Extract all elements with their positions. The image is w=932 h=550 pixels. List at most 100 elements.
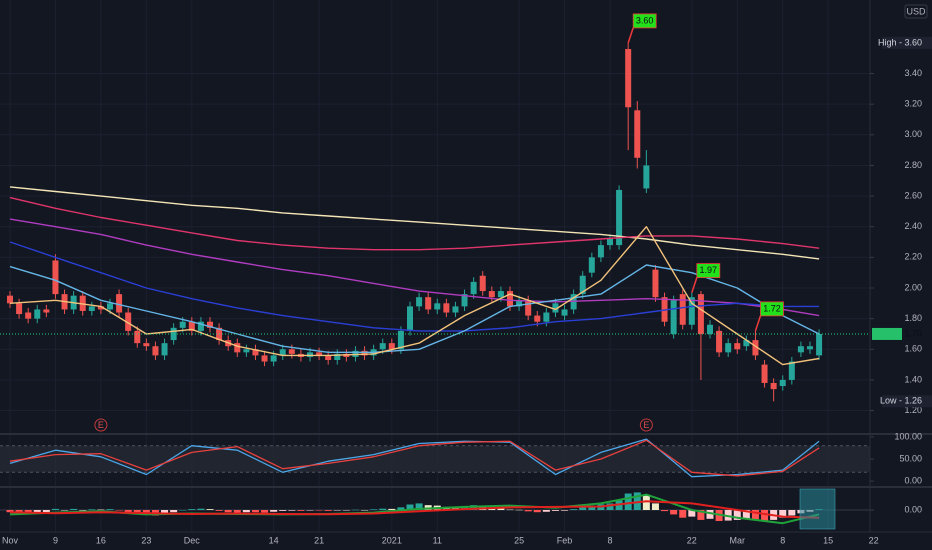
candle-body (534, 315, 541, 322)
histogram-bar (742, 510, 750, 519)
candle-body (779, 379, 786, 387)
histogram-bar (542, 510, 550, 512)
indicator-line (9, 218, 820, 317)
event-label: E (98, 420, 104, 430)
indicator-line (9, 264, 820, 353)
candle-body (725, 343, 732, 353)
histogram-bar (788, 510, 796, 516)
candle-body (707, 324, 713, 334)
y-tick-label: 2.00 (904, 282, 922, 292)
x-tick-label: 21 (314, 535, 324, 545)
candle-body (243, 349, 250, 353)
histogram-bar (579, 507, 587, 510)
histogram-bar (524, 510, 532, 512)
candle-body (507, 291, 513, 307)
candle-body (597, 245, 604, 258)
histogram-bar (561, 510, 569, 511)
candle-body (407, 306, 413, 331)
candle-body (161, 343, 168, 356)
y-tick-label: 50.00 (899, 453, 922, 463)
currency-label: USD (906, 6, 926, 16)
candle-body (670, 300, 677, 334)
candle-body (25, 312, 32, 319)
candle-body (34, 309, 41, 319)
histogram-bar (670, 510, 678, 515)
histogram-bar (270, 510, 278, 512)
histogram-bar (688, 510, 696, 517)
indicator-line (9, 186, 820, 260)
histogram-bar (588, 505, 596, 510)
indicator-line (9, 439, 820, 477)
y-tick-label: 2.40 (904, 221, 922, 231)
x-tick-label: Feb (557, 535, 573, 545)
candle-body (16, 303, 23, 315)
y-tick-label: 1.80 (904, 313, 922, 323)
histogram-bar (761, 510, 769, 521)
histogram-bar (188, 509, 196, 510)
histogram-bar (415, 503, 423, 510)
candle-body (270, 355, 277, 362)
y-tick-label: 0.00 (904, 504, 922, 514)
histogram-bar (570, 509, 578, 510)
candle-body (488, 291, 495, 298)
candle-body (616, 189, 623, 246)
histogram-bar (206, 509, 214, 510)
annotation-label: 3.60 (636, 15, 654, 25)
candle-body (679, 294, 686, 325)
price-marker-label: High - 3.60 (878, 37, 922, 47)
candle-body (170, 327, 177, 341)
candle-body (188, 321, 195, 331)
candle-body (116, 294, 123, 313)
histogram-bar (261, 510, 269, 513)
histogram-bar (342, 510, 350, 511)
candle-body (7, 295, 13, 304)
y-tick-label: 1.60 (904, 344, 922, 354)
y-tick-label: 2.80 (904, 160, 922, 170)
event-marker (639, 418, 653, 432)
histogram-bar (242, 510, 250, 513)
histogram-bar (161, 510, 169, 515)
x-tick-label: 23 (141, 535, 151, 545)
y-tick-label: 1.40 (904, 374, 922, 384)
histogram-bar (33, 510, 41, 514)
histogram-bar (288, 510, 296, 511)
histogram-bar (279, 510, 287, 511)
x-tick-label: Mar (730, 535, 746, 545)
y-tick-label: 2.60 (904, 190, 922, 200)
y-tick-label: 3.00 (904, 129, 922, 139)
event-marker (94, 418, 108, 432)
candle-body (816, 333, 823, 356)
histogram-bar (497, 507, 505, 510)
histogram-bar (51, 508, 59, 510)
candle-body (107, 303, 113, 310)
histogram-bar (551, 510, 559, 511)
candle-body (716, 330, 723, 353)
annotation-box (760, 301, 784, 317)
histogram-bar (779, 510, 787, 518)
candle-body (688, 297, 695, 325)
candle-body (416, 297, 423, 307)
x-tick-label: 15 (823, 535, 833, 545)
indicator-line (9, 438, 820, 478)
annotation-label: 1.97 (700, 265, 718, 275)
x-tick-label: 14 (269, 535, 279, 545)
histogram-bar (661, 510, 669, 512)
x-tick-label: 22 (869, 535, 879, 545)
candle-body (588, 257, 595, 273)
histogram-bar (361, 510, 369, 511)
histogram-bar (533, 510, 541, 513)
candle-body (788, 361, 795, 380)
candle-body (761, 364, 768, 383)
candle-body (561, 309, 568, 316)
histogram-bar (679, 510, 687, 518)
histogram-bar (370, 509, 378, 510)
candle-body (525, 300, 532, 316)
histogram-bar (379, 508, 387, 510)
grid (0, 0, 870, 532)
histogram-bar (197, 508, 205, 510)
candle-body (434, 303, 441, 310)
histogram-bar (170, 510, 178, 513)
histogram-bar (97, 509, 105, 511)
histogram-bar (633, 492, 641, 510)
